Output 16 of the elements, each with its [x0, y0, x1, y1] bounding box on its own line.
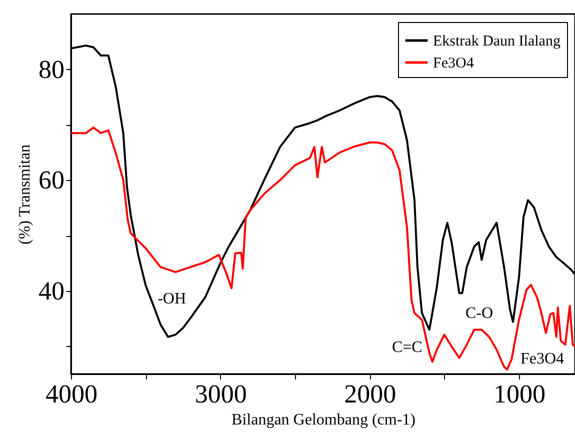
y-tick-label: 60 [38, 166, 64, 195]
legend-label: Ekstrak Daun Ilalang [433, 34, 561, 50]
annotation: C-O [465, 304, 494, 322]
line-series [71, 126, 575, 371]
y-axis-title: (%) Transmitan [16, 144, 34, 244]
x-tick-label: 4000 [46, 380, 98, 408]
x-tick-label: 1000 [494, 380, 546, 408]
annotation: -OH [158, 290, 186, 308]
x-tick-label: 2000 [344, 380, 396, 408]
x-axis-title: Bilangan Gelombang (cm-1) [232, 412, 416, 428]
x-tick-label: 3000 [194, 380, 247, 408]
y-tick-label: 40 [38, 276, 64, 306]
annotation: Fe3O4 [520, 350, 564, 368]
y-tick-label: 80 [38, 54, 64, 84]
annotation: C=C [392, 339, 422, 356]
legend-label: Fe3O4 [433, 56, 474, 72]
